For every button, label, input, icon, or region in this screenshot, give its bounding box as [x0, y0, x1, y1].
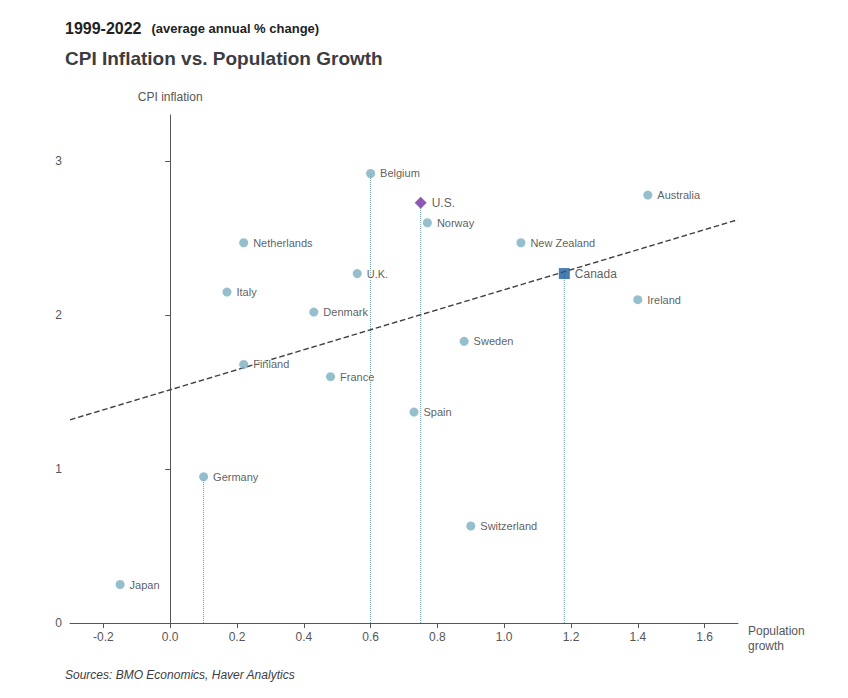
- svg-text:Norway: Norway: [437, 217, 475, 229]
- svg-text:U.K.: U.K.: [367, 268, 388, 280]
- svg-text:(average annual % change): (average annual % change): [152, 21, 320, 36]
- svg-text:Sweden: Sweden: [474, 335, 514, 347]
- svg-text:Netherlands: Netherlands: [253, 237, 313, 249]
- svg-text:France: France: [340, 371, 374, 383]
- svg-text:0: 0: [55, 616, 62, 630]
- svg-text:Germany: Germany: [213, 471, 259, 483]
- svg-text:1: 1: [55, 462, 62, 476]
- svg-text:0.4: 0.4: [295, 630, 312, 644]
- svg-text:Finland: Finland: [253, 358, 289, 370]
- svg-text:1999-2022: 1999-2022: [65, 20, 142, 37]
- svg-text:Belgium: Belgium: [380, 167, 420, 179]
- svg-text:Sources: BMO Economics, Haver: Sources: BMO Economics, Haver Analytics: [65, 668, 295, 682]
- svg-text:Spain: Spain: [424, 406, 452, 418]
- svg-text:0.2: 0.2: [229, 630, 246, 644]
- svg-text:Switzerland: Switzerland: [480, 520, 537, 532]
- svg-text:3: 3: [55, 154, 62, 168]
- svg-text:2: 2: [55, 308, 62, 322]
- svg-text:Australia: Australia: [657, 189, 701, 201]
- svg-text:0.8: 0.8: [429, 630, 446, 644]
- svg-text:U.S.: U.S.: [432, 196, 455, 210]
- svg-text:1.0: 1.0: [496, 630, 513, 644]
- svg-text:New Zealand: New Zealand: [530, 237, 595, 249]
- svg-text:1.6: 1.6: [696, 630, 713, 644]
- svg-text:growth: growth: [748, 639, 784, 653]
- svg-text:Ireland: Ireland: [647, 294, 681, 306]
- svg-text:Italy: Italy: [236, 286, 257, 298]
- svg-text:0.0: 0.0: [162, 630, 179, 644]
- svg-text:Japan: Japan: [130, 579, 160, 591]
- svg-text:Denmark: Denmark: [323, 306, 368, 318]
- svg-text:1.2: 1.2: [563, 630, 580, 644]
- svg-text:CPI inflation: CPI inflation: [138, 90, 203, 104]
- svg-text:-0.2: -0.2: [93, 630, 114, 644]
- svg-text:CPI Inflation vs. Population G: CPI Inflation vs. Population Growth: [65, 48, 383, 69]
- svg-text:1.4: 1.4: [629, 630, 646, 644]
- svg-text:0.6: 0.6: [362, 630, 379, 644]
- svg-text:Canada: Canada: [575, 267, 617, 281]
- svg-text:Population: Population: [748, 624, 805, 638]
